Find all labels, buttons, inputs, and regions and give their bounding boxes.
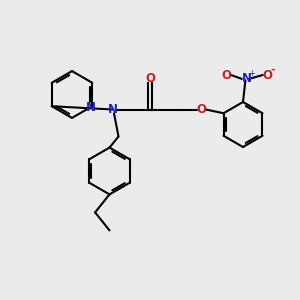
Text: -: -	[271, 64, 275, 75]
Text: O: O	[262, 68, 272, 82]
Text: O: O	[222, 68, 232, 82]
Text: N: N	[86, 101, 96, 114]
Text: +: +	[249, 69, 255, 78]
Text: O: O	[145, 72, 155, 86]
Text: N: N	[242, 72, 252, 86]
Text: N: N	[108, 103, 118, 116]
Text: O: O	[196, 103, 207, 116]
